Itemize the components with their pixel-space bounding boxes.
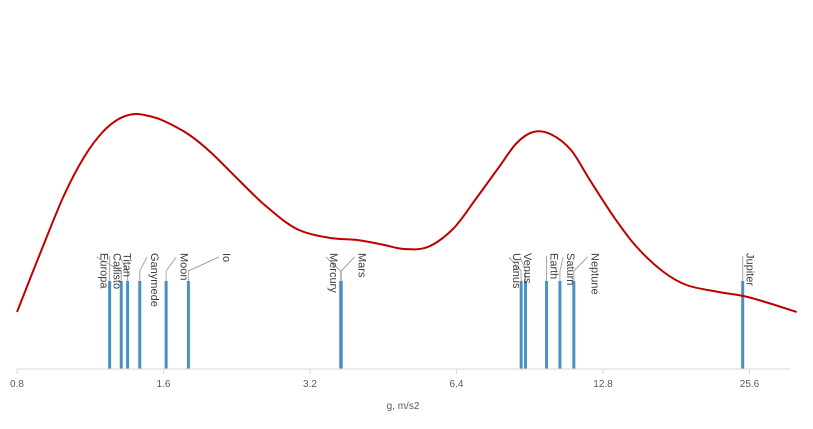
bar-label-ganymede: Ganymede [148, 253, 160, 307]
bar-label-titan: Titan [121, 253, 133, 277]
bar-titan [126, 281, 130, 369]
bar-uranus [519, 281, 523, 369]
leader-neptune [573, 256, 588, 281]
bar-label-callisto: Callisto [111, 253, 123, 289]
x-tick-label-6-4: 6.4 [450, 379, 464, 390]
bar-venus [523, 281, 527, 369]
bar-label-moon: Moon [177, 253, 189, 281]
density-curve [16, 112, 797, 313]
leader-europa [96, 256, 122, 281]
bar-jupiter [741, 281, 745, 369]
density-curve-layer [16, 112, 797, 313]
bars-layer [108, 281, 745, 369]
leader-titan [119, 256, 129, 281]
bar-ganymede [138, 281, 142, 369]
leader-moon [165, 256, 177, 281]
leader-io [187, 256, 220, 281]
x-tick-label-12-8: 12.8 [593, 379, 613, 390]
bar-label-mercury: Mercury [327, 253, 339, 293]
leader-uranus [508, 256, 522, 281]
bar-label-neptune: Neptune [589, 253, 601, 295]
bar-mars [339, 281, 343, 369]
leader-saturn [559, 256, 564, 281]
bar-label-mars: Mars [356, 253, 368, 278]
bar-label-saturn: Saturn [564, 253, 576, 285]
bar-moon [164, 281, 168, 369]
x-tick-label-3-2: 3.2 [303, 379, 317, 390]
x-tick-label-0-8: 0.8 [10, 379, 24, 390]
x-axis-ticks: 0.8 1.6 3.2 6.4 12.8 25.6 [10, 369, 760, 390]
bar-label-io: Io [220, 253, 232, 262]
bar-label-uranus: Uranus [510, 253, 522, 289]
bar-neptune [572, 281, 576, 369]
bar-callisto [108, 281, 112, 369]
bar-earth [545, 281, 549, 369]
bar-io [186, 281, 190, 369]
bar-europa [119, 281, 123, 369]
leader-ganymede [139, 256, 148, 281]
bar-label-jupiter: Jupiter [744, 253, 756, 286]
x-axis-title: g, m/s2 [387, 401, 420, 412]
bar-label-earth: Earth [548, 253, 560, 279]
x-tick-label-25-6: 25.6 [740, 379, 760, 390]
bar-label-europa: Europa [97, 253, 109, 289]
bar-label-venus: Venus [521, 253, 533, 284]
leader-mercury [325, 256, 342, 281]
label-leader-lines [96, 256, 744, 281]
bar-saturn [558, 281, 562, 369]
x-tick-label-1-6: 1.6 [157, 379, 171, 390]
leader-venus [519, 256, 526, 281]
leader-mars [340, 256, 355, 281]
